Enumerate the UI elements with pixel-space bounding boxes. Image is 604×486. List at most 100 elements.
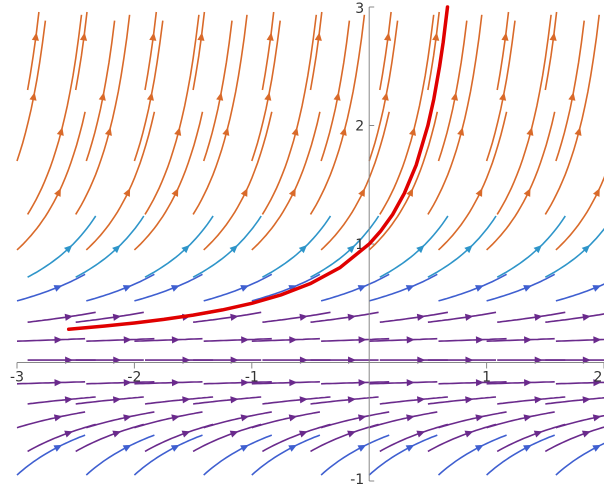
- stream-line-108: [437, 111, 508, 251]
- stream-line-79: [310, 215, 380, 278]
- stream-arrow-49: [230, 313, 239, 321]
- stream-line-32: [134, 381, 203, 385]
- y-tick-label: -1: [350, 472, 364, 486]
- stream-arrow-126: [592, 444, 602, 452]
- stream-arrow-85: [416, 430, 426, 438]
- stream-line-87: [379, 396, 448, 405]
- stream-line-77: [310, 311, 379, 323]
- stream-line-65: [262, 215, 332, 278]
- stream-arrow-112: [523, 444, 532, 452]
- stream-arrow-30: [171, 414, 180, 422]
- stream-line-53: [192, 14, 248, 215]
- stream-arrow-94: [406, 188, 414, 197]
- stream-arrow-114: [523, 414, 533, 422]
- stream-arrow-80: [358, 188, 365, 197]
- stream-line-58: [251, 411, 321, 429]
- stream-arrow-8: [53, 285, 63, 292]
- stream-arrow-2: [53, 414, 63, 422]
- stream-arrow-115: [534, 396, 543, 404]
- stream-arrow-81: [339, 127, 347, 136]
- stream-line-81: [309, 14, 366, 215]
- stream-arrow-120: [523, 285, 532, 292]
- stream-line-8: [16, 273, 86, 302]
- stream-arrow-5: [65, 356, 74, 364]
- stream-line-106: [438, 273, 507, 302]
- stream-line-34: [134, 337, 203, 342]
- stream-line-9: [27, 215, 97, 278]
- stream-line-50: [203, 273, 273, 302]
- stream-arrow-86: [406, 414, 415, 422]
- stream-line-119: [497, 311, 566, 323]
- stream-line-109: [427, 14, 483, 215]
- stream-line-51: [192, 215, 262, 278]
- stream-line-36: [134, 273, 203, 302]
- stream-line-60: [251, 381, 320, 385]
- stream-arrow-90: [406, 336, 415, 344]
- stream-arrow-139: [549, 32, 557, 41]
- stream-line-26: [85, 20, 116, 162]
- stream-arrow-55: [197, 32, 205, 41]
- stream-arrow-54: [216, 92, 224, 101]
- stream-arrow-10: [54, 188, 61, 197]
- stream-line-31: [144, 396, 214, 405]
- stream-arrow-97: [384, 32, 392, 41]
- stream-arrow-92: [405, 285, 415, 292]
- stream-line-40: [133, 20, 164, 162]
- stream-arrow-123: [526, 127, 534, 136]
- stream-line-138: [555, 20, 585, 162]
- stream-line-0: [16, 434, 86, 476]
- stream-arrow-63: [299, 313, 308, 321]
- stream-line-70: [320, 434, 390, 476]
- stream-line-25: [75, 14, 131, 215]
- stream-line-18: [86, 381, 155, 385]
- stream-line-13: [26, 11, 40, 91]
- stream-arrow-77: [347, 313, 357, 321]
- stream-arrow-119: [534, 313, 543, 321]
- stream-line-135: [544, 227, 604, 278]
- stream-arrow-82: [333, 92, 341, 101]
- stream-line-22: [86, 273, 155, 302]
- stream-arrow-93: [416, 244, 425, 254]
- stream-line-78: [320, 273, 390, 302]
- stream-arrow-118: [524, 336, 533, 344]
- axis-ticks: -3 -2 -1 1 2 1 2 3 -1: [10, 1, 604, 486]
- stream-line-66: [251, 111, 321, 251]
- stream-arrow-133: [582, 313, 591, 321]
- x-tick-label: 1: [482, 370, 491, 386]
- stream-line-21: [75, 311, 144, 323]
- stream-arrow-110: [450, 92, 459, 101]
- stream-arrow-58: [288, 414, 298, 422]
- stream-arrow-13: [31, 32, 39, 41]
- x-tick-label: -2: [127, 370, 141, 386]
- stream-arrow-70: [357, 444, 367, 452]
- stream-arrow-101: [465, 396, 474, 404]
- stream-arrow-61: [299, 356, 308, 364]
- stream-line-16: [86, 411, 155, 429]
- stream-line-120: [486, 273, 556, 302]
- y-tick-label: 3: [355, 1, 364, 17]
- stream-line-74: [321, 381, 390, 385]
- stream-line-132: [555, 338, 604, 342]
- stream-arrow-42: [240, 444, 249, 452]
- stream-arrow-106: [475, 285, 484, 292]
- stream-line-4: [16, 381, 86, 385]
- stream-arrow-128: [592, 414, 602, 422]
- stream-line-130: [555, 381, 604, 385]
- stream-line-20: [86, 337, 155, 342]
- stream-arrow-39: [174, 127, 182, 136]
- stream-arrow-84: [405, 444, 415, 452]
- stream-arrow-23: [112, 244, 121, 254]
- stream-arrow-53: [222, 127, 230, 136]
- stream-arrow-20: [123, 336, 132, 344]
- stream-arrow-40: [146, 92, 154, 101]
- stream-arrow-24: [123, 188, 131, 197]
- stream-arrow-89: [417, 356, 426, 364]
- stream-line-76: [321, 337, 390, 342]
- stream-arrow-71: [347, 430, 356, 438]
- stream-line-59: [262, 396, 331, 405]
- stream-arrow-96: [381, 92, 389, 101]
- stream-arrow-113: [533, 430, 543, 438]
- stream-arrow-38: [171, 188, 179, 197]
- stream-arrow-107: [464, 244, 473, 254]
